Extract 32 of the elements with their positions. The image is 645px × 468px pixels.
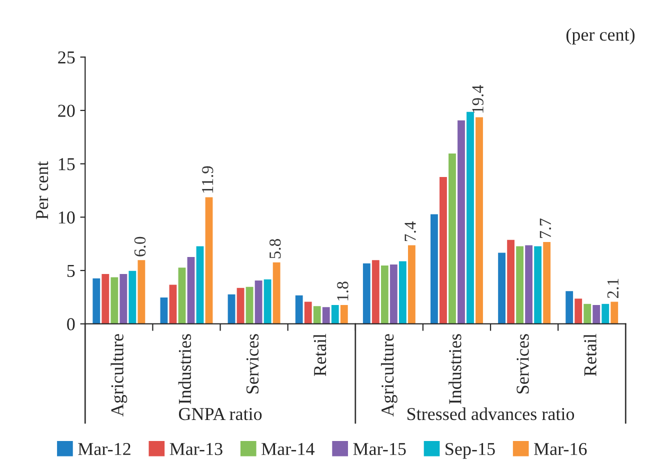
x-tick-label: Retail [313,334,326,376]
legend-label: Sep-15 [446,442,495,459]
x-tick-label: Retail [584,334,596,376]
legend-label: Mar-12 [78,442,130,456]
legend-label: Mar-13 [170,442,222,456]
legend-label: Mar-14 [262,443,315,456]
x-tick-label: Services [246,334,259,394]
legend-label: Mar-16 [534,442,587,456]
data-label: 7.4 [404,222,416,242]
x-tick-label: Industries [178,334,192,404]
y-tick-label: 5 [67,264,75,277]
y-tick-label: 20 [58,104,75,117]
x-tick-label: Agriculture [380,334,398,417]
y-tick-label: 10 [58,211,75,224]
y-tick-label: 15 [58,158,75,170]
data-label: 19.4 [472,85,484,113]
x-tick-label: Services [516,334,529,394]
x-tick-label: Agriculture [110,334,128,417]
legend-label: Mar-15 [353,443,406,456]
data-label: 2.1 [607,278,619,298]
y-tick-label: 0 [67,318,75,330]
data-label: 1.8 [337,282,348,300]
data-label: 7.7 [540,218,552,238]
data-label: 5.8 [269,238,281,258]
text: (per cent) [566,28,635,44]
x-tick-label: Industries [448,334,462,404]
y-tick-label: 25 [58,51,75,64]
text: GNPA ratio [178,408,262,420]
data-label: 11.9 [202,166,214,193]
text: Stressed advances ratio [407,407,574,420]
data-label: 6.0 [134,236,146,256]
y-axis-title: Per cent [36,161,48,220]
